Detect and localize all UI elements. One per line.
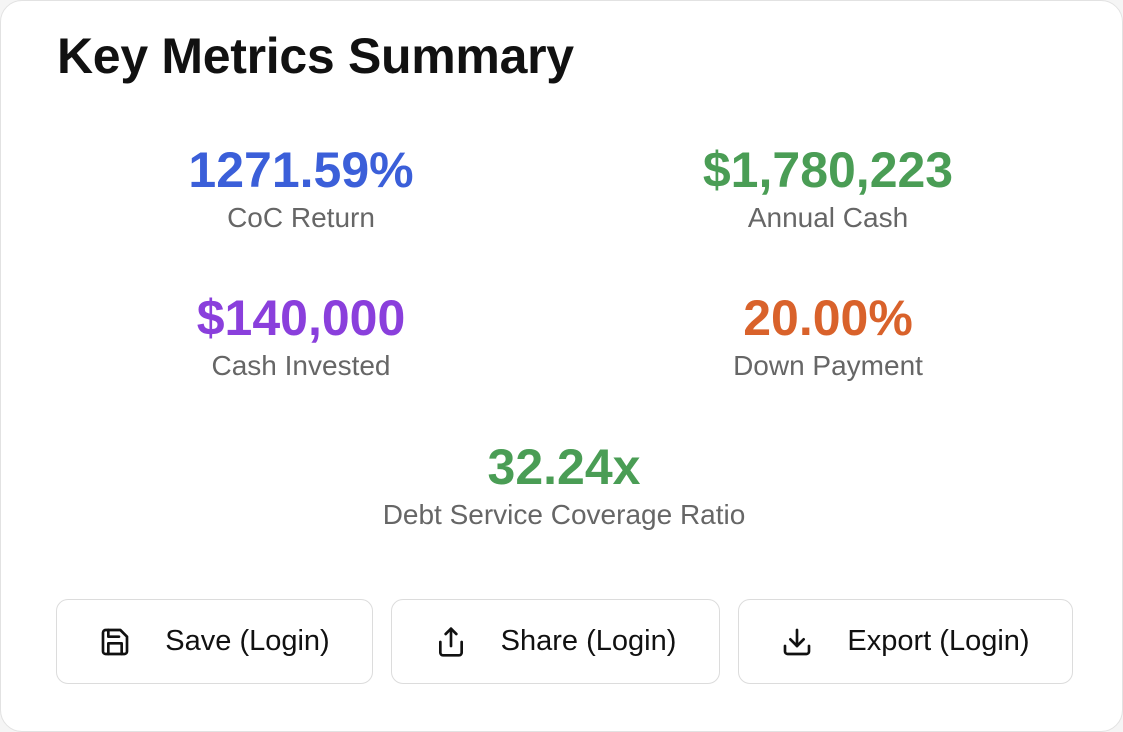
download-icon — [781, 626, 813, 658]
card-title: Key Metrics Summary — [57, 28, 574, 84]
share-button-label: Share (Login) — [500, 625, 677, 657]
metric-value: $140,000 — [196, 290, 406, 346]
metric-coc-return: 1271.59% CoC Return — [81, 142, 521, 236]
metric-down-payment: 20.00% Down Payment — [608, 290, 1048, 384]
save-button-label: Save (Login) — [165, 625, 330, 657]
save-icon — [99, 626, 131, 658]
metric-value: $1,780,223 — [702, 142, 954, 198]
metric-value: 20.00% — [743, 290, 913, 346]
metric-annual-cash: $1,780,223 Annual Cash — [608, 142, 1048, 236]
export-button-label: Export (Login) — [847, 625, 1030, 657]
share-button[interactable]: Share (Login) — [391, 599, 720, 684]
metric-label: Annual Cash — [747, 202, 909, 233]
share-icon — [435, 626, 467, 658]
export-button[interactable]: Export (Login) — [738, 599, 1073, 684]
metric-dscr: 32.24x Debt Service Coverage Ratio — [344, 439, 784, 533]
save-button[interactable]: Save (Login) — [56, 599, 373, 684]
metric-label: Cash Invested — [211, 350, 391, 381]
metric-cash-invested: $140,000 Cash Invested — [81, 290, 521, 384]
metric-label: Debt Service Coverage Ratio — [382, 499, 746, 530]
metric-label: Down Payment — [733, 350, 923, 381]
metric-value: 1271.59% — [188, 142, 414, 198]
metric-label: CoC Return — [227, 202, 375, 233]
metric-value: 32.24x — [487, 439, 641, 495]
